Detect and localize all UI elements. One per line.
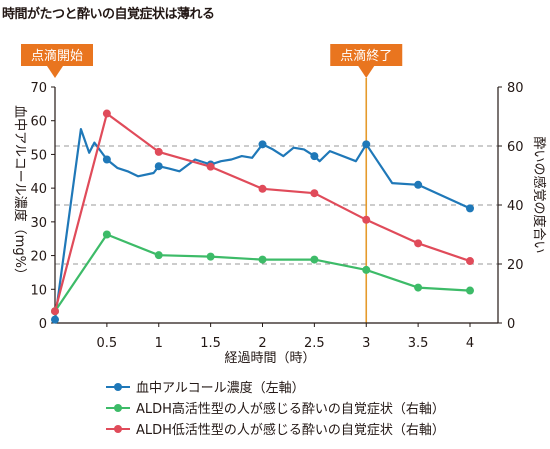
data-point-0 bbox=[258, 140, 267, 149]
x-tick-label: 4 bbox=[466, 336, 474, 351]
y-left-axis-title: 血中アルコール濃度（mg%） bbox=[12, 105, 28, 281]
data-point-0 bbox=[310, 152, 319, 161]
data-point-2 bbox=[466, 257, 474, 266]
callout-pointer bbox=[358, 66, 375, 78]
callout-pointer bbox=[47, 66, 63, 78]
x-tick-label: 2.5 bbox=[304, 336, 325, 351]
data-point-2 bbox=[51, 307, 59, 316]
y-left-tick-label: 40 bbox=[30, 182, 47, 197]
y-right-axis-title: 酔いの感覚の度合い bbox=[531, 136, 547, 253]
x-tick-label: 2 bbox=[258, 336, 266, 351]
x-tick-label: 1.5 bbox=[200, 336, 221, 351]
callout-box bbox=[330, 44, 403, 66]
data-point-1 bbox=[154, 251, 163, 260]
legend-label: 血中アルコール濃度（左軸） bbox=[136, 381, 305, 396]
y-right-tick-label: 0 bbox=[507, 317, 515, 332]
data-point-2 bbox=[206, 162, 215, 171]
data-point-0 bbox=[362, 140, 371, 149]
callouts: 点滴開始 点滴終了 bbox=[21, 44, 403, 323]
x-axis-title: 経過時間（時） bbox=[224, 351, 315, 366]
y-left-tick-label: 70 bbox=[30, 81, 47, 96]
data-point-2 bbox=[258, 184, 267, 193]
data-point-0 bbox=[51, 315, 59, 324]
data-point-2 bbox=[414, 239, 423, 248]
x-tick-label: 3 bbox=[362, 336, 370, 351]
data-point-0 bbox=[154, 162, 163, 171]
data-point-2 bbox=[102, 109, 111, 118]
y-right-tick-label: 40 bbox=[507, 199, 524, 214]
y-left-tick-label: 20 bbox=[30, 250, 47, 265]
series-line-0 bbox=[53, 128, 471, 320]
x-tick-label: 1 bbox=[155, 336, 163, 351]
data-point-0 bbox=[102, 155, 111, 164]
y-left-tick-label: 10 bbox=[30, 283, 47, 298]
data-point-1 bbox=[258, 255, 267, 264]
y-right-tick-label: 60 bbox=[507, 140, 524, 155]
legend: 血中アルコール濃度（左軸） ALDH高活性型の人が感じる酔いの自覚症状（右軸） … bbox=[106, 376, 445, 439]
data-point-1 bbox=[310, 255, 319, 264]
data-point-1 bbox=[466, 286, 474, 295]
legend-swatch-blue bbox=[106, 382, 130, 392]
x-tick-label: 0.5 bbox=[97, 336, 118, 351]
y-left-tick-label: 30 bbox=[30, 216, 47, 231]
page-title: 時間がたつと酔いの自覚症状は薄れる bbox=[2, 7, 215, 22]
legend-swatch-green bbox=[106, 403, 130, 413]
legend-item-aldh-low: ALDH低活性型の人が感じる酔いの自覚症状（右軸） bbox=[106, 418, 445, 439]
data-point-1 bbox=[414, 283, 423, 292]
y-left-tick-label: 0 bbox=[39, 317, 47, 332]
markers bbox=[51, 109, 474, 324]
axes: 0 10 20 30 40 50 60 70 0 20 40 60 80 0.5 1 1.5 2 2.5 3 3.5 4… bbox=[12, 81, 547, 351]
legend-label: ALDH高活性型の人が感じる酔いの自覚症状（右軸） bbox=[136, 402, 445, 417]
data-point-1 bbox=[362, 265, 371, 274]
y-left-tick-label: 50 bbox=[30, 148, 47, 163]
y-right-tick-label: 20 bbox=[507, 258, 524, 273]
data-point-0 bbox=[414, 180, 423, 189]
grid-lines bbox=[55, 145, 498, 265]
legend-label: ALDH低活性型の人が感じる酔いの自覚症状（右軸） bbox=[136, 423, 445, 438]
data-point-1 bbox=[206, 252, 215, 261]
data-point-2 bbox=[310, 189, 319, 198]
series-line-1 bbox=[54, 233, 471, 312]
callout-label: 点滴終了 bbox=[340, 48, 392, 64]
y-left-tick-label: 60 bbox=[30, 115, 47, 130]
legend-item-blood-alcohol: 血中アルコール濃度（左軸） bbox=[106, 376, 445, 397]
data-point-1 bbox=[102, 230, 111, 239]
callout-label: 点滴開始 bbox=[31, 48, 83, 64]
data-point-2 bbox=[154, 147, 163, 156]
x-tick-label: 3.5 bbox=[408, 336, 429, 351]
legend-item-aldh-high: ALDH高活性型の人が感じる酔いの自覚症状（右軸） bbox=[106, 397, 445, 418]
y-right-tick-label: 80 bbox=[507, 81, 524, 96]
callout-box bbox=[21, 44, 93, 66]
legend-swatch-red bbox=[106, 424, 130, 434]
data-point-0 bbox=[466, 204, 474, 213]
data-point-2 bbox=[362, 215, 371, 224]
